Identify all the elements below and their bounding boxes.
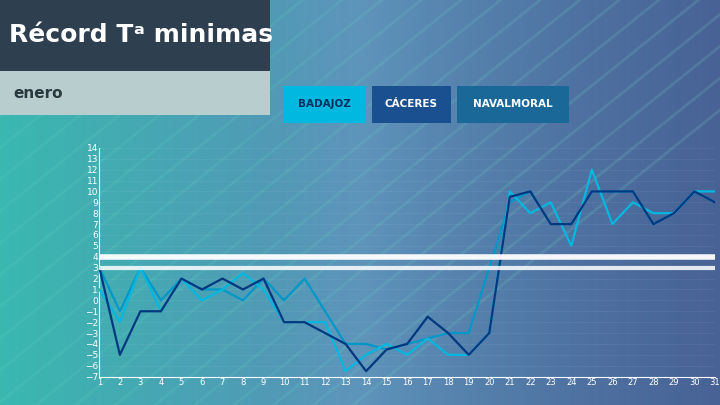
Text: CÁCERES: CÁCERES [384, 99, 438, 109]
Text: enero: enero [13, 85, 63, 101]
Text: NAVALMORAL: NAVALMORAL [473, 99, 553, 109]
Text: BADAJOZ: BADAJOZ [298, 99, 351, 109]
Text: Récord Tᵃ minimas: Récord Tᵃ minimas [9, 23, 273, 47]
